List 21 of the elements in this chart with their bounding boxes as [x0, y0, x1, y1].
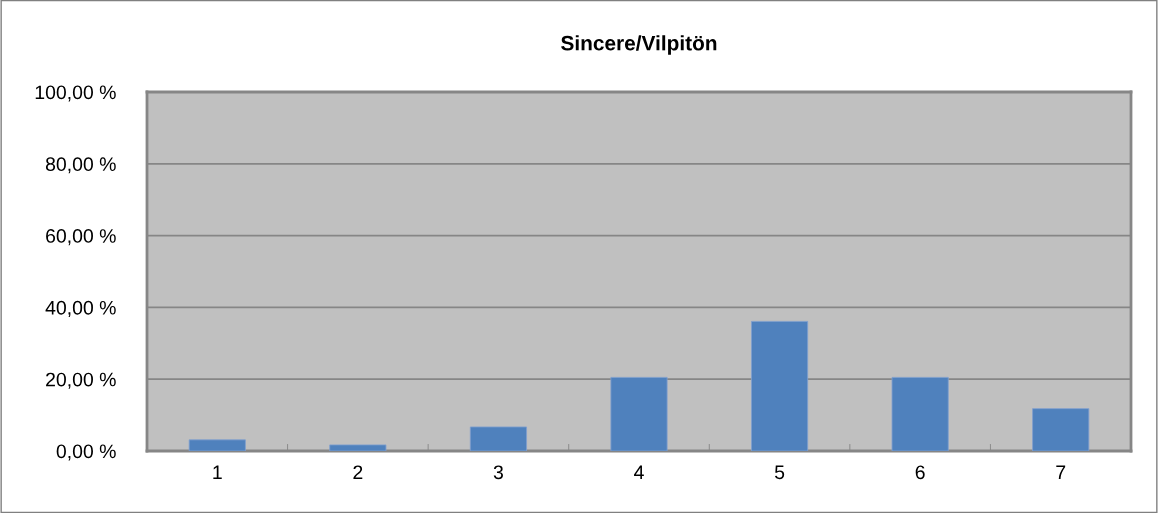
x-tick-label: 1 [213, 465, 222, 479]
x-tick-label: 6 [915, 465, 925, 480]
y-tick-label: 80,00 % [45, 157, 116, 174]
y-tick-label: 20,00 % [46, 372, 116, 389]
bar [329, 444, 387, 451]
y-tick-label: 40,00 % [45, 300, 116, 317]
bar [188, 439, 246, 451]
y-tick-label: 0,00 % [56, 444, 116, 461]
bar [610, 376, 668, 451]
bar [1032, 408, 1090, 451]
x-tick-label: 5 [774, 465, 785, 480]
x-tick-label: 7 [1056, 465, 1066, 479]
y-tick-label: 100,00 % [35, 85, 116, 102]
y-tick-label: 60,00 % [46, 229, 116, 246]
x-tick-label: 2 [353, 465, 363, 479]
bar [891, 376, 949, 451]
chart-title: Sincere/Vilpitön [561, 35, 717, 55]
x-tick-label: 3 [493, 465, 503, 480]
bar [469, 426, 527, 451]
x-tick-label: 4 [634, 465, 644, 479]
bar [751, 320, 809, 451]
